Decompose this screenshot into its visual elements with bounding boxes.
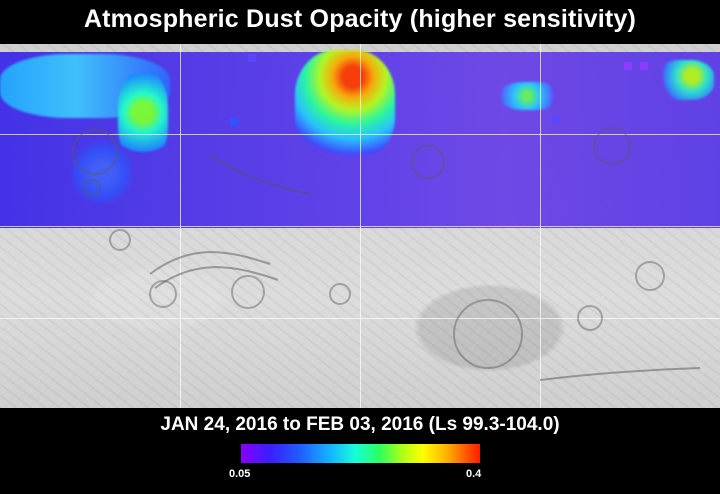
opacity-colorbar xyxy=(241,444,480,463)
data-pixel xyxy=(552,116,560,124)
data-pixel xyxy=(248,54,256,62)
terrain-features xyxy=(72,127,701,381)
longitude-line xyxy=(360,44,361,408)
colorbar-max-label: 0.4 xyxy=(466,468,482,480)
longitude-line xyxy=(540,44,541,408)
data-pixel xyxy=(624,62,632,70)
data-pixel xyxy=(230,118,238,126)
dust-plume xyxy=(656,60,714,100)
colorbar-min-label: 0.05 xyxy=(229,468,251,480)
map-title: Atmospheric Dust Opacity (higher sensiti… xyxy=(83,5,637,33)
dust-plume xyxy=(72,139,132,209)
mars-map xyxy=(0,44,720,408)
dust-plume xyxy=(295,50,395,162)
dust-plume xyxy=(118,72,168,162)
dust-plume xyxy=(500,82,560,110)
longitude-line xyxy=(180,44,181,408)
date-range-caption: JAN 24, 2016 to FEB 03, 2016 (Ls 99.3-10… xyxy=(160,414,560,435)
data-pixel xyxy=(640,62,648,70)
